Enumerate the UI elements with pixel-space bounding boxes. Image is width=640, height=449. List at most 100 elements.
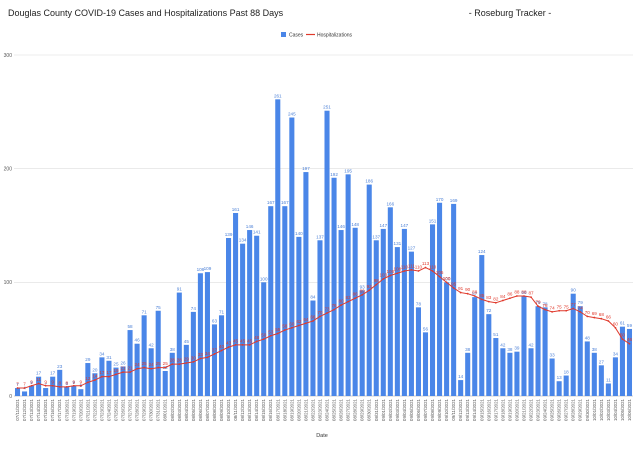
hospitalization-value-label: 50: [620, 333, 626, 338]
case-bar: [422, 332, 429, 396]
hospitalizations-series: [16, 266, 631, 389]
case-value-label: 146: [246, 224, 254, 229]
hospitalization-point: [269, 334, 272, 337]
x-tick-label: 08/30/2021: [367, 398, 372, 421]
case-bar: [584, 341, 590, 396]
case-bar: [465, 352, 471, 396]
x-tick-label: 10/05/2021: [620, 398, 625, 421]
case-bar: [542, 307, 548, 396]
x-tick-label: 10/01/2021: [592, 398, 597, 421]
hospitalization-point: [297, 324, 300, 327]
hospitalization-value-label: 75: [557, 304, 563, 309]
x-tick-label: 07/22/2021: [92, 398, 97, 421]
hospitalization-point: [459, 291, 462, 294]
case-value-label: 170: [436, 197, 444, 202]
hospitalization-value-label: 66: [310, 314, 316, 319]
hospitalization-point: [424, 266, 427, 269]
hospitalization-point: [213, 353, 216, 355]
case-bar: [275, 99, 281, 396]
hospitalization-value-label: 113: [422, 261, 430, 266]
hospitalization-value-label: 55: [275, 327, 281, 332]
case-bar: [134, 343, 140, 396]
case-value-label: 7: [16, 382, 19, 387]
case-value-label: 33: [550, 352, 556, 357]
case-value-label: 151: [429, 218, 437, 223]
case-bar: [626, 328, 633, 396]
x-tick-label: 09/26/2021: [557, 398, 562, 421]
y-axis-ticks: 0 100 200 300: [4, 53, 13, 400]
case-bar: [254, 235, 260, 396]
case-value-label: 56: [423, 326, 429, 331]
case-bar: [486, 314, 492, 396]
hospitalization-value-label: 29: [184, 357, 190, 362]
x-tick-label: 08/15/2021: [261, 398, 266, 421]
legend-cases-swatch: [281, 32, 286, 37]
case-value-label: 146: [337, 224, 345, 229]
case-value-label: 20: [92, 367, 98, 372]
case-value-label: 108: [197, 267, 205, 272]
case-bar: [14, 388, 21, 396]
hospitalization-point: [86, 381, 89, 384]
x-axis-ticks: 07/11/2021 07/12/2021 07/13/2021 07/14/2021…: [15, 398, 632, 421]
case-value-label: 161: [232, 207, 240, 212]
hospitalization-value-label: 83: [486, 295, 492, 300]
x-tick-label: 08/13/2021: [247, 398, 252, 421]
case-bar: [437, 202, 443, 396]
x-tick-label: 07/30/2021: [149, 398, 154, 421]
case-value-label: 79: [578, 300, 584, 305]
case-bar: [373, 240, 379, 396]
x-tick-label: 09/30/2021: [585, 398, 590, 421]
case-bar: [338, 230, 344, 396]
hospitalization-point: [333, 308, 335, 311]
hospitalization-value-label: 100: [443, 276, 451, 281]
hospitalization-value-label: 25: [156, 361, 162, 366]
hospitalization-value-label: 9: [51, 379, 54, 384]
case-bar: [310, 300, 316, 396]
hospitalization-point: [530, 296, 532, 299]
case-value-label: 42: [500, 342, 506, 347]
hospitalization-value-label: 24: [149, 362, 155, 367]
x-tick-label: 09/15/2021: [479, 398, 484, 421]
hospitalization-point: [410, 268, 413, 271]
hospitalization-point: [396, 272, 399, 275]
case-value-label: 147: [401, 223, 409, 228]
x-tick-label: 07/14/2021: [36, 398, 41, 421]
hospitalization-point: [79, 384, 82, 387]
x-axis-label: Date: [316, 433, 328, 439]
x-tick-label: 08/01/2021: [163, 398, 168, 421]
case-value-label: 48: [585, 335, 591, 340]
hospitalization-value-label: 69: [592, 311, 598, 316]
cases-bars: [14, 99, 633, 397]
hospitalization-value-label: 17: [99, 370, 105, 375]
case-bar: [64, 386, 70, 396]
hospitalization-value-label: 74: [550, 305, 556, 310]
hospitalization-value-label: 106: [386, 269, 394, 274]
x-tick-label: 07/23/2021: [99, 398, 104, 421]
case-value-label: 148: [351, 222, 359, 227]
hospitalization-point: [312, 320, 314, 322]
x-tick-label: 09/22/2021: [529, 398, 534, 421]
hospitalization-value-label: 73: [324, 307, 330, 312]
hospitalization-value-label: 60: [289, 321, 295, 326]
hospitalization-value-label: 88: [514, 289, 520, 294]
hospitalization-point: [199, 357, 202, 360]
case-bar: [331, 177, 337, 396]
hospitalization-value-label: 83: [346, 295, 352, 300]
x-tick-label: 08/14/2021: [254, 398, 259, 421]
case-value-label: 61: [620, 321, 626, 326]
hospitalization-point: [494, 301, 497, 304]
case-bar: [36, 376, 42, 396]
case-value-label: 141: [253, 230, 261, 235]
case-value-label: 127: [408, 246, 416, 251]
case-value-label: 42: [149, 342, 155, 347]
hospitalization-point: [164, 366, 167, 369]
hospitalization-value-label: 45: [240, 338, 246, 343]
hospitalization-value-label: 28: [177, 358, 183, 363]
hospitalization-value-label: 103: [379, 272, 387, 277]
x-tick-label: 09/06/2021: [416, 398, 421, 421]
case-value-label: 23: [57, 364, 63, 369]
y-tick-label: 0: [9, 394, 12, 400]
hospitalization-point: [290, 326, 293, 329]
